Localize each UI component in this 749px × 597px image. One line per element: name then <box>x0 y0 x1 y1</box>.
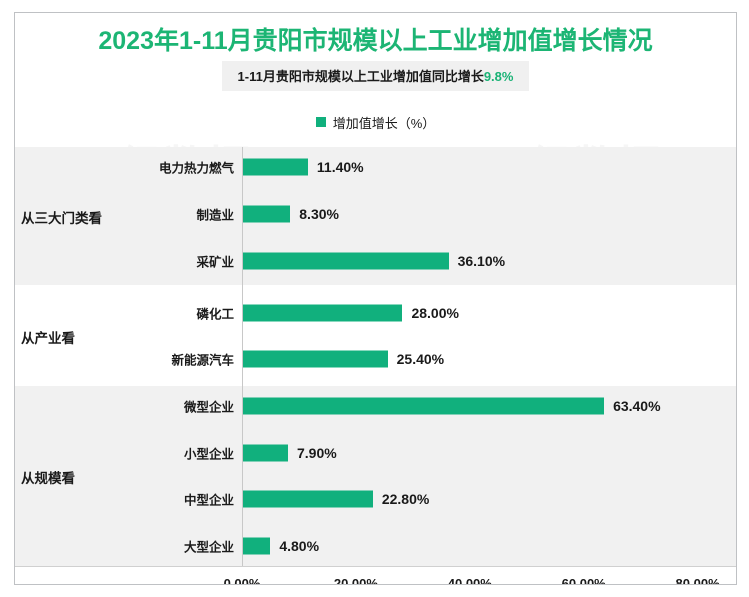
chart-group-band <box>15 386 736 566</box>
y-axis-line <box>242 147 243 566</box>
chart-group-band <box>15 285 736 386</box>
group-label: 从三大门类看 <box>21 211 102 226</box>
x-axis-tick-label: 0.00% <box>223 576 261 585</box>
x-axis-line <box>15 566 736 567</box>
bar[interactable] <box>243 158 308 176</box>
category-label: 大型企业 <box>183 540 234 555</box>
chart-subtitle: 1-11月贵阳市规模以上工业增加值同比增长9.8% <box>221 61 530 91</box>
bar[interactable] <box>243 252 449 270</box>
x-axis-tick-label: 40.00% <box>447 576 492 585</box>
bar-value-label: 22.80% <box>381 491 430 507</box>
group-label: 从产业看 <box>21 330 75 346</box>
subtitle-text: 1-11月贵阳市规模以上工业增加值同比增长 <box>237 69 484 84</box>
category-label: 电力热力燃气 <box>158 161 234 176</box>
group-label: 从规模看 <box>21 471 75 486</box>
bar-value-label: 28.00% <box>411 305 459 321</box>
bar-value-label: 7.90% <box>296 445 337 461</box>
bar[interactable] <box>243 490 373 508</box>
chart-card: 2023年1-11月贵阳市规模以上工业增加值增长情况 1-11月贵阳市规模以上工… <box>14 12 737 585</box>
bar-value-label: 63.40% <box>613 398 661 414</box>
bar-value-label: 25.40% <box>396 351 445 367</box>
legend-item[interactable]: 增加值增长（%） <box>315 113 436 132</box>
legend-item-label: 增加值增长（%） <box>332 116 436 131</box>
category-label: 微型企业 <box>183 400 234 415</box>
chart-legend: 增加值增长（%） <box>15 113 736 133</box>
category-label: 新能源汽车 <box>171 353 234 368</box>
bar[interactable] <box>243 304 403 322</box>
plot-area: 网经数据网经数据网经数据网经数据网经数据从三大门类看电力热力燃气11.40%制造… <box>15 135 736 585</box>
subtitle-highlight-value: 9.8% <box>483 69 514 84</box>
bar-value-label: 8.30% <box>299 206 339 222</box>
bar[interactable] <box>243 350 388 368</box>
bar[interactable] <box>243 397 605 415</box>
bar[interactable] <box>243 537 271 555</box>
category-label: 中型企业 <box>183 493 234 508</box>
category-label: 采矿业 <box>196 255 234 270</box>
bar[interactable] <box>243 205 291 223</box>
x-axis-tick-label: 80.00% <box>675 576 720 585</box>
category-label: 制造业 <box>196 208 234 223</box>
category-label: 小型企业 <box>183 447 234 462</box>
x-axis-tick-label: 60.00% <box>561 576 606 585</box>
square-marker-icon <box>315 117 326 127</box>
x-axis-tick-label: 20.00% <box>333 576 378 585</box>
chart-title: 2023年1-11月贵阳市规模以上工业增加值增长情况 <box>98 27 653 55</box>
bar-value-label: 4.80% <box>279 538 320 554</box>
bar-value-label: 36.10% <box>457 253 506 269</box>
chart-subtitle-container: 1-11月贵阳市规模以上工业增加值同比增长9.8% <box>15 61 736 91</box>
bar[interactable] <box>243 444 288 462</box>
category-label: 磷化工 <box>196 307 234 322</box>
bar-value-label: 11.40% <box>316 159 364 175</box>
